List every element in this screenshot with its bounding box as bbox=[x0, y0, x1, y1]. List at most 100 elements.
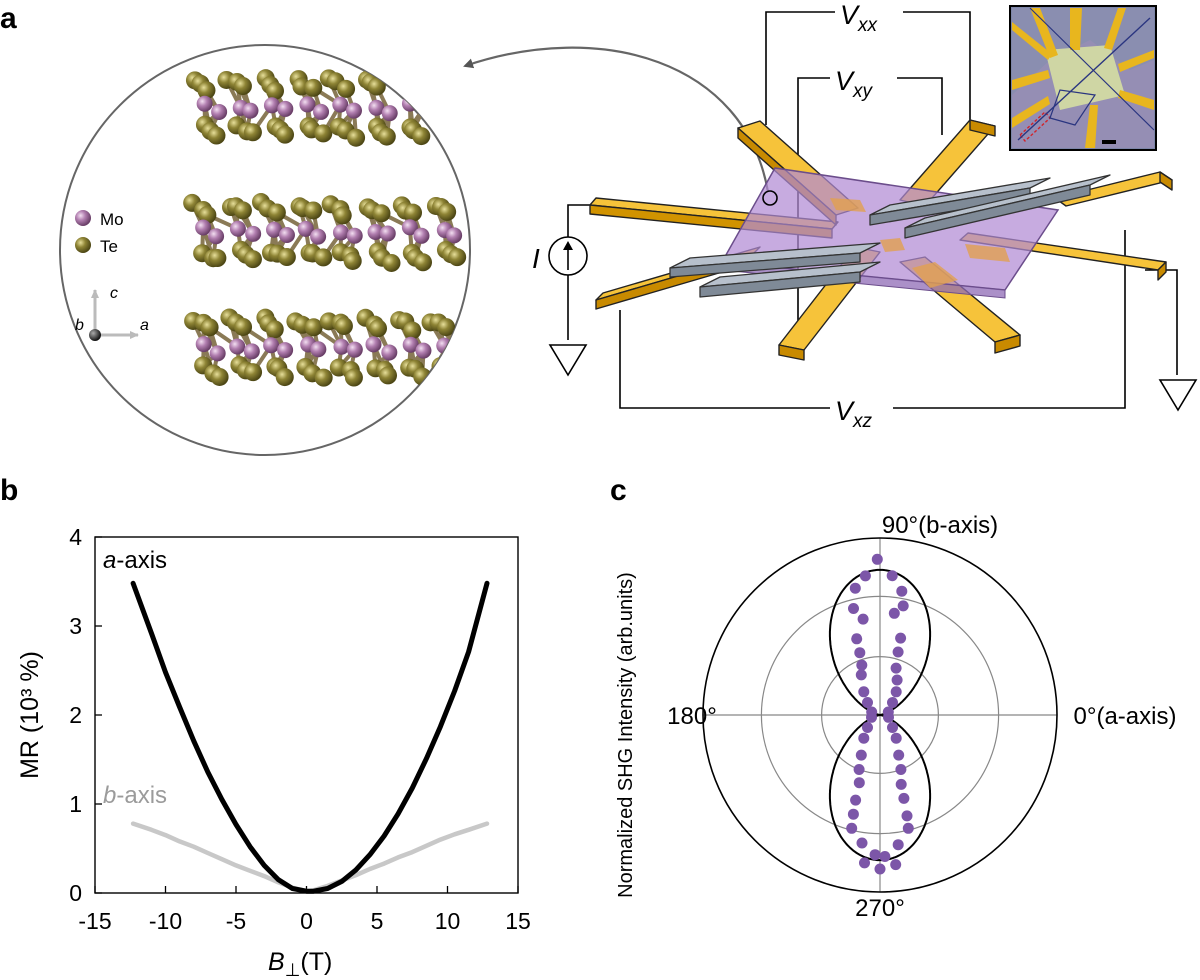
mo-atom bbox=[345, 102, 362, 119]
mo-atom bbox=[208, 228, 225, 245]
te-atom bbox=[276, 125, 295, 144]
mo-legend-label: Mo bbox=[100, 210, 124, 229]
shg-data-point bbox=[893, 749, 905, 761]
shg-data-point bbox=[862, 697, 873, 708]
mr-chart-series bbox=[130, 580, 490, 894]
shg-data-point bbox=[859, 857, 870, 869]
x-tick-label: 10 bbox=[435, 908, 461, 934]
y-tick-label: 4 bbox=[69, 524, 82, 550]
te-atom bbox=[404, 203, 423, 222]
te-atom bbox=[267, 203, 286, 222]
x-tick-label: 15 bbox=[505, 908, 531, 934]
shg-data-point bbox=[853, 777, 865, 789]
shg-data-point bbox=[898, 792, 910, 804]
shg-data-point bbox=[869, 849, 881, 861]
angle-0-label: 0°(a-axis) bbox=[1074, 703, 1177, 730]
shg-data-point bbox=[895, 632, 907, 644]
te-atom bbox=[210, 367, 229, 386]
shg-data-point bbox=[883, 711, 894, 723]
shg-data-point bbox=[886, 570, 898, 582]
mr-chart-frame bbox=[94, 536, 519, 894]
te-atom bbox=[304, 318, 323, 337]
mo-atom bbox=[401, 219, 418, 236]
te-atom bbox=[243, 123, 262, 142]
y-tick-label: 0 bbox=[69, 880, 82, 906]
polar-ring bbox=[760, 595, 1000, 835]
mo-atom bbox=[367, 223, 384, 240]
shg-data-point bbox=[892, 839, 904, 851]
vxz-label: Vxz bbox=[835, 396, 873, 432]
te-atom bbox=[450, 125, 469, 144]
optical-micrograph-inset bbox=[1009, 5, 1157, 151]
te-atom bbox=[343, 251, 362, 270]
te-atom bbox=[347, 128, 366, 147]
shg-data-point bbox=[866, 711, 877, 723]
mo-atom bbox=[379, 225, 396, 242]
scale-bar bbox=[1102, 140, 1116, 144]
shg-data-point bbox=[887, 697, 898, 708]
te-atom bbox=[437, 318, 456, 337]
current-source-icon bbox=[548, 236, 588, 276]
crystal-inset bbox=[59, 44, 471, 456]
te-atom bbox=[275, 368, 294, 387]
mr-chart-ylabel: MR (10³ %) bbox=[16, 651, 44, 779]
te-atom bbox=[403, 321, 422, 340]
mo-atom bbox=[229, 220, 246, 237]
te-atom bbox=[447, 368, 466, 387]
te-atom bbox=[440, 79, 459, 98]
shg-data-point bbox=[856, 837, 868, 849]
shg-data-point bbox=[848, 603, 859, 614]
te-atom bbox=[207, 126, 226, 145]
te-atom bbox=[333, 206, 352, 225]
te-atom bbox=[314, 124, 333, 143]
shg-data-point bbox=[902, 822, 914, 834]
te-atom bbox=[412, 127, 431, 146]
te-atom bbox=[391, 71, 410, 90]
x-tick-label: -10 bbox=[149, 908, 182, 934]
mr-chart: -15 -10 -5 0 5 10 15 0 1 2 3 4 a-axis b-axis MR (10… bbox=[16, 524, 531, 980]
shg-data-point bbox=[879, 851, 891, 862]
mo-atom bbox=[401, 95, 418, 112]
mo-atom bbox=[266, 221, 283, 238]
ground-icon-right bbox=[1158, 379, 1198, 412]
mo-atom bbox=[433, 98, 450, 115]
mo-atom bbox=[245, 225, 262, 242]
shg-data-point bbox=[858, 686, 870, 698]
measurement-wires bbox=[567, 11, 1178, 409]
shg-data-point bbox=[895, 778, 907, 790]
shg-data-point bbox=[890, 732, 902, 744]
te-atom bbox=[438, 202, 457, 221]
mr-chart-xlabel: B⊥(T) bbox=[268, 948, 332, 980]
axis-origin-icon bbox=[89, 329, 101, 341]
mo-atom bbox=[277, 100, 294, 117]
shg-data-point bbox=[850, 794, 862, 806]
mo-atom bbox=[332, 224, 349, 241]
shg-data-point bbox=[855, 669, 867, 681]
a-axis-series-label: a-axis bbox=[103, 547, 167, 574]
mo-atom bbox=[310, 341, 327, 358]
te-atom bbox=[197, 81, 216, 100]
mo-atom bbox=[365, 336, 382, 353]
te-atom bbox=[394, 73, 413, 92]
shg-data-point bbox=[895, 764, 907, 775]
te-atom bbox=[367, 77, 386, 96]
te-atom bbox=[428, 77, 447, 96]
shg-data-point bbox=[897, 600, 909, 612]
mo-atom bbox=[297, 220, 314, 237]
mo-atom bbox=[263, 97, 280, 114]
te-atom bbox=[233, 201, 252, 220]
angle-270-label: 270° bbox=[855, 895, 905, 922]
te-atom bbox=[234, 317, 253, 336]
te-atom bbox=[377, 127, 396, 146]
atom-legend: Mo Te bbox=[75, 210, 124, 256]
shg-chart-ylabel: Normalized SHG Intensity (arb.units) bbox=[615, 572, 637, 898]
y-tick-label: 2 bbox=[69, 702, 82, 728]
mo-atom bbox=[381, 344, 398, 361]
te-atom bbox=[448, 248, 467, 267]
shg-data-point bbox=[874, 863, 886, 875]
te-legend-label: Te bbox=[100, 237, 118, 256]
te-atom bbox=[369, 319, 388, 338]
te-atom bbox=[414, 253, 433, 272]
mo-atom bbox=[333, 338, 350, 355]
mo-atom bbox=[310, 228, 327, 245]
